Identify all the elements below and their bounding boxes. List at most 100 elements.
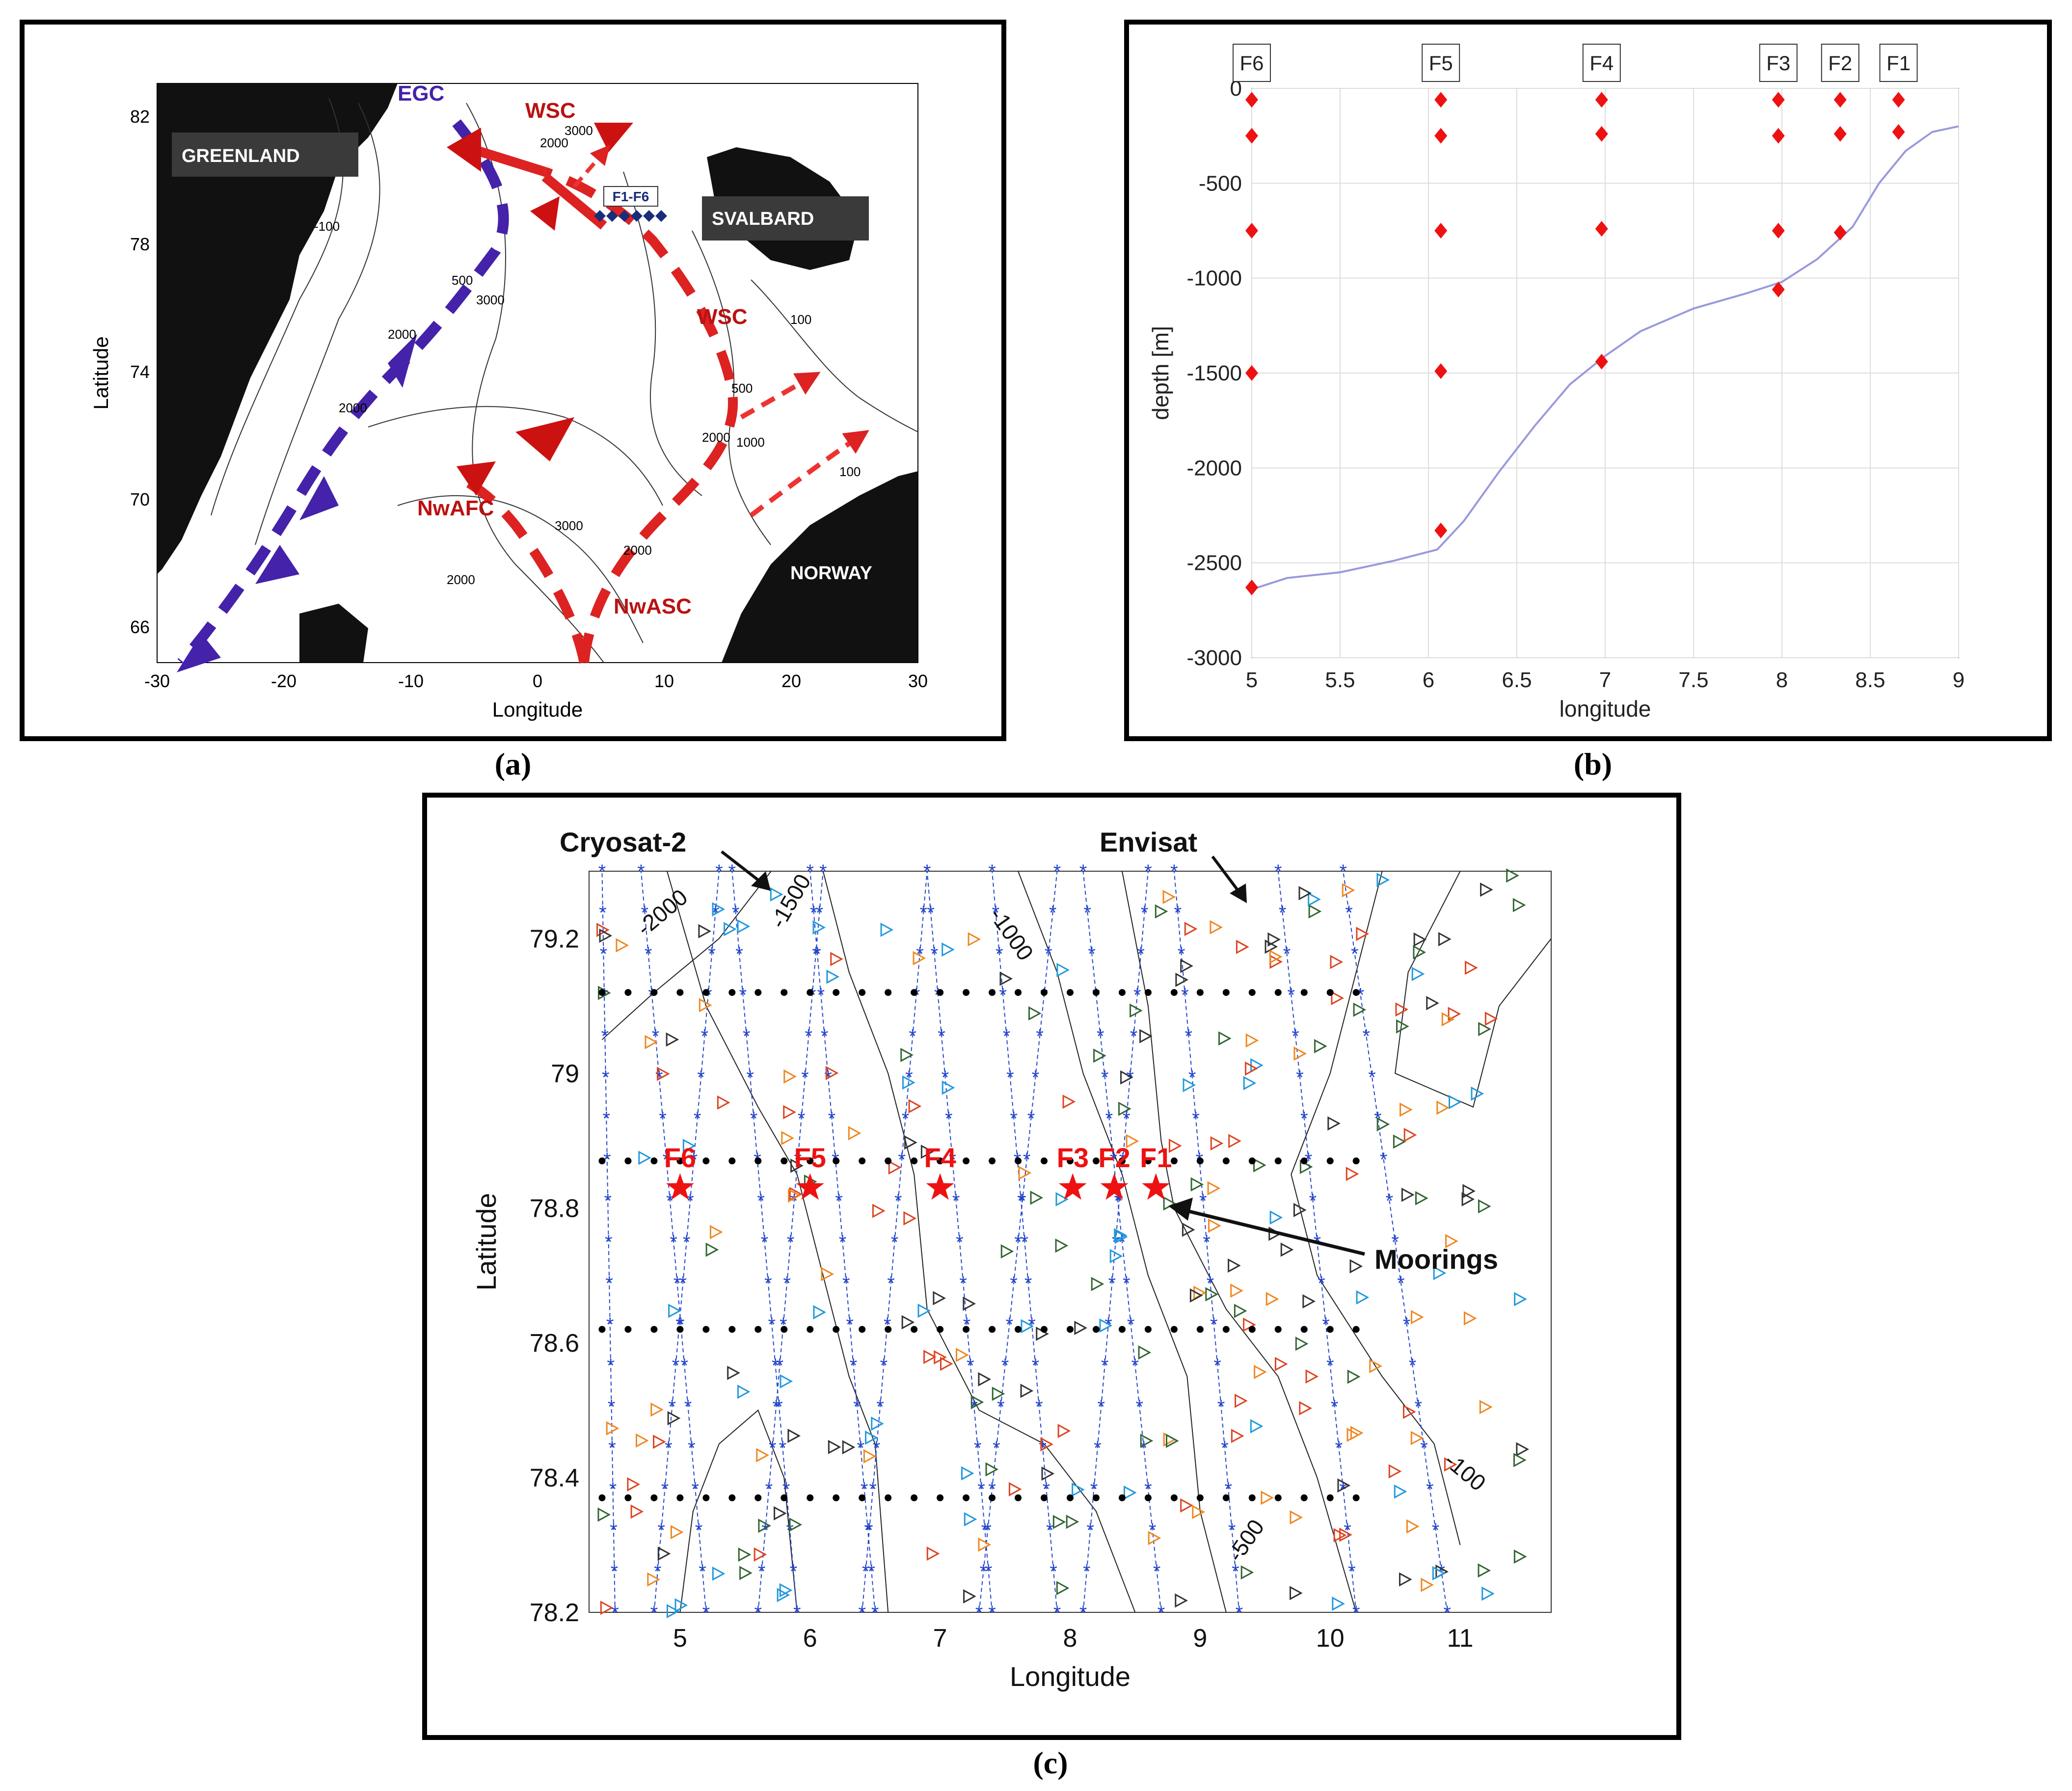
- envisat-point: [1388, 1464, 1402, 1479]
- envisat-point: [826, 969, 840, 984]
- envisat-point: [978, 1537, 992, 1552]
- cryosat-point: *: [1380, 1149, 1388, 1171]
- section-dot: [937, 1157, 944, 1165]
- envisat-point: [1184, 922, 1198, 936]
- section-dot: [1300, 989, 1308, 996]
- envisat-point: [1055, 1238, 1069, 1253]
- envisat-point: [682, 1139, 696, 1153]
- cryosat-point: *: [853, 1396, 861, 1418]
- section-dot: [1092, 989, 1100, 996]
- moorings-annotation: Moorings: [1374, 1244, 1498, 1275]
- envisat-point: [865, 1430, 878, 1445]
- envisat-point: [888, 1160, 902, 1175]
- envisat-point: [1411, 966, 1425, 981]
- envisat-point: [1250, 1419, 1264, 1434]
- envisat-point: [1274, 1357, 1288, 1371]
- cryosat-point: *: [1010, 1108, 1018, 1129]
- y-tick-label: -1000: [1186, 267, 1242, 291]
- norway-land: [722, 471, 918, 663]
- isobath-label: 2000: [339, 401, 367, 415]
- cryosat-point: *: [1335, 1437, 1343, 1459]
- section-dot: [911, 989, 918, 996]
- envisat-point: [812, 920, 826, 935]
- cryosat-point: *: [765, 1478, 773, 1500]
- envisat-point: [753, 1547, 767, 1562]
- envisat-point: [1514, 1292, 1527, 1307]
- envisat-point: [1433, 1266, 1447, 1281]
- panel-a-xticks: -30 -20 -10 0 10 20 30: [144, 671, 928, 691]
- section-dot: [1222, 1157, 1230, 1165]
- cryosat-point: *: [1228, 1520, 1236, 1541]
- section-dot: [1118, 1157, 1126, 1165]
- envisat-point: [1205, 1287, 1218, 1302]
- envisat-point: [1190, 1177, 1204, 1192]
- envisat-point: [781, 1131, 794, 1146]
- cryosat-point: *: [668, 1396, 676, 1418]
- section-dot: [1092, 1494, 1100, 1501]
- envisat-point: [1130, 1003, 1143, 1018]
- cryosat-point: *: [1105, 1108, 1113, 1129]
- instrument-marker: [1595, 353, 1608, 370]
- cryosat-point: *: [772, 1396, 780, 1418]
- isobath-label: 2000: [540, 135, 568, 150]
- cryosat-point: *: [902, 1108, 910, 1129]
- cryosat-point: *: [603, 1149, 611, 1171]
- envisat-point: [705, 1242, 719, 1257]
- cryosat-point: *: [988, 1602, 996, 1624]
- instrument-marker: [1245, 92, 1258, 108]
- cryosat-point: *: [1305, 1149, 1313, 1171]
- section-dot: [754, 989, 762, 996]
- cryosat-point: *: [697, 1067, 705, 1088]
- envisat-point: [724, 922, 737, 936]
- envisat-point: [1295, 1337, 1309, 1351]
- envisat-point: [774, 1506, 787, 1521]
- cryosat-point: *: [1326, 1355, 1334, 1377]
- envisat-point: [940, 1357, 953, 1371]
- cryosat-point: *: [657, 1520, 665, 1541]
- envisat-point: [1028, 1006, 1042, 1021]
- envisat-point: [902, 1075, 915, 1090]
- section-dot: [1041, 1157, 1048, 1165]
- envisat-point: [1421, 1577, 1434, 1592]
- section-dot: [728, 1326, 736, 1333]
- envisat-point: [1448, 1007, 1461, 1021]
- cryosat-point: *: [862, 1561, 870, 1582]
- section-dot: [1067, 1326, 1074, 1333]
- envisat-point: [1041, 1466, 1055, 1481]
- svg-text:0: 0: [533, 671, 542, 691]
- instrument-marker: [1772, 281, 1785, 297]
- envisat-point: [1376, 1117, 1390, 1132]
- cryosat-point: *: [1006, 1314, 1014, 1336]
- cryosat-point: *: [864, 1520, 872, 1541]
- cryosat-point: *: [1443, 1602, 1451, 1624]
- cryosat-point: *: [1352, 1602, 1360, 1624]
- section-dot: [859, 989, 866, 996]
- envisat-point: [964, 1512, 977, 1526]
- iceland-land: [299, 604, 368, 663]
- isobath-label: 500: [731, 381, 753, 396]
- cryosat-point: *: [891, 1231, 899, 1253]
- envisat-point: [1228, 1258, 1241, 1273]
- envisat-point: [1093, 1048, 1106, 1063]
- section-dot: [1196, 1494, 1204, 1501]
- cryosat-point: *: [1001, 1355, 1009, 1377]
- panel-c-svg: * * * * * * * * * * * * * * * * * * * * * * * * * * * * * * * * * * * * * * * *…: [471, 827, 1552, 1692]
- envisat-point: [1055, 1192, 1069, 1206]
- x-tick-label: 11: [1447, 1624, 1474, 1653]
- envisat-point: [1302, 1294, 1316, 1309]
- cryosat-point: *: [996, 943, 1003, 965]
- greenland-label: GREENLAND: [182, 146, 300, 166]
- instrument-marker: [1772, 128, 1785, 144]
- envisat-point: [1401, 1187, 1415, 1202]
- section-dot: [1300, 1157, 1308, 1165]
- cryosat-point: *: [650, 1602, 658, 1624]
- cryosat-track: [1173, 871, 1240, 1613]
- cryosat-point: *: [1386, 1190, 1394, 1212]
- envisat-point: [1480, 882, 1493, 897]
- mooring-label: F4: [1589, 52, 1614, 75]
- mooring-star: [1058, 1173, 1087, 1200]
- cryosat-point: *: [607, 1355, 615, 1377]
- section-dot: [1222, 1326, 1230, 1333]
- section-dot: [1041, 989, 1048, 996]
- cryosat-point: *: [1157, 1602, 1165, 1624]
